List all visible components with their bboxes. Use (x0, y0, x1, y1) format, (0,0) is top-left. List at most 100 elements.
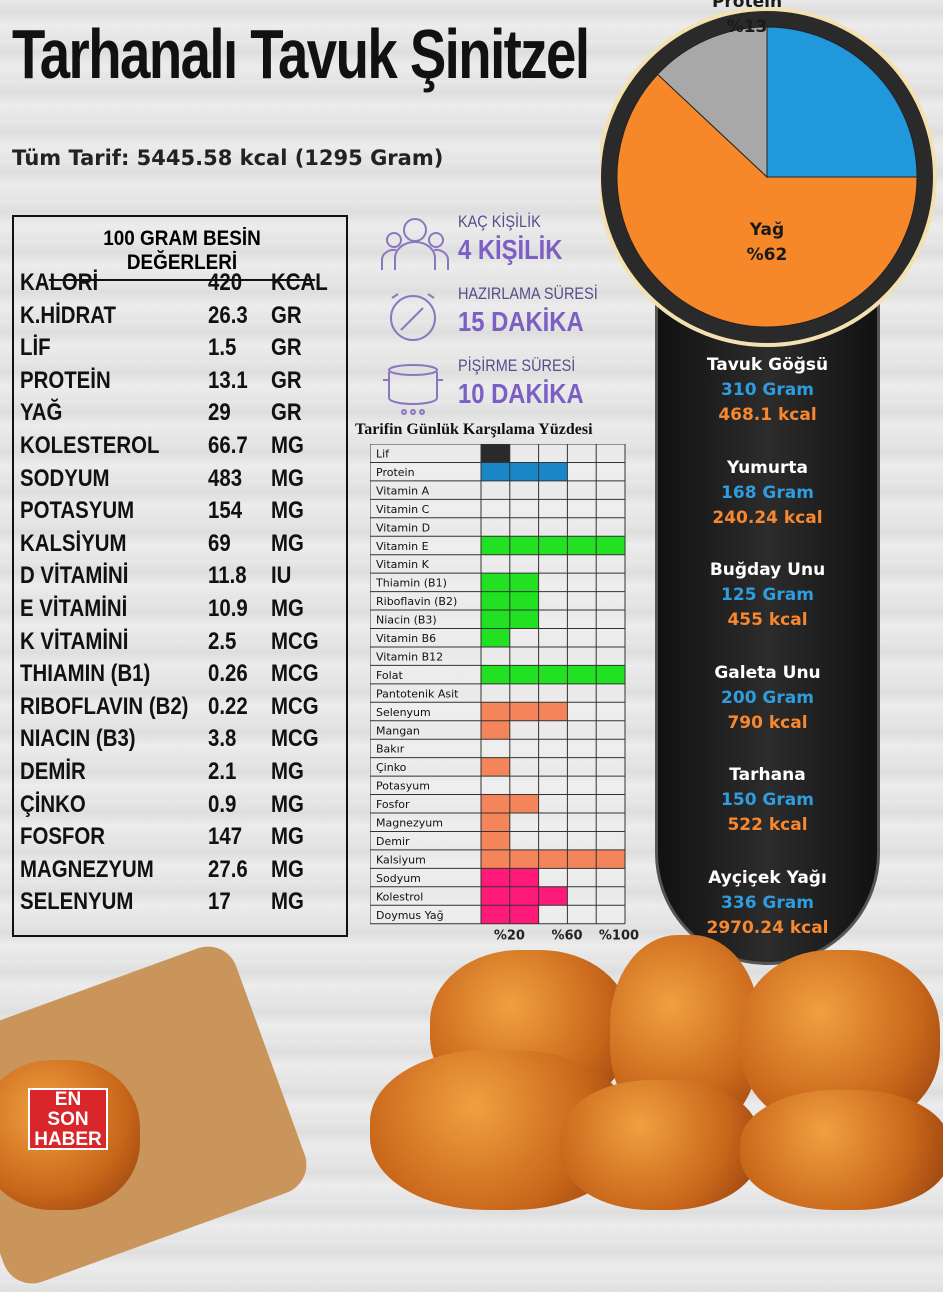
bar-label: Protein (376, 466, 415, 479)
nutrient-name: POTASYUM (20, 497, 135, 525)
bar (481, 536, 625, 555)
ingredient-kcal: 522 kcal (727, 815, 808, 835)
pot-icon (383, 364, 443, 415)
nutrient-value: 11.8 (208, 562, 247, 590)
ingredient-item: Galeta Unu 200 Gram 790 kcal (655, 661, 880, 736)
nutrient-name: E VİTAMİNİ (20, 595, 128, 622)
nutrient-name: RIBOFLAVIN (B2) (20, 692, 189, 720)
nutrient-name: D VİTAMİNİ (20, 562, 129, 590)
nutrient-value: 10.9 (208, 595, 248, 622)
info-value: 15 DAKİKA (458, 306, 584, 337)
nutrient-name: NIACIN (B3) (20, 725, 136, 753)
bar (481, 702, 568, 721)
nutrient-name: LİF (20, 334, 51, 362)
nutrient-unit: MG (271, 790, 304, 818)
nutrient-name: KALORİ (20, 269, 99, 296)
nutrient-unit: GR (271, 301, 302, 329)
bar-label: Vitamin C (376, 503, 430, 516)
bar-label: Riboflavin (B2) (376, 595, 457, 608)
ingredient-item: Yumurta 168 Gram 240.24 kcal (655, 456, 880, 531)
pie-slice-karbonhidrat (766, 26, 918, 178)
ingredient-kcal: 455 kcal (727, 610, 808, 630)
nutrient-name: KOLESTEROL (20, 432, 160, 459)
nutrient-value: 483 (208, 464, 243, 492)
ingredient-gram: 168 Gram (721, 482, 814, 503)
info-people: KAÇ KİŞİLİK 4 KİŞİLİK (380, 212, 640, 282)
page-title: Tarhanalı Tavuk Şinitzel (12, 15, 590, 93)
nutrient-value: 27.6 (208, 855, 248, 883)
nutrient-value: 0.9 (208, 790, 237, 818)
nutrient-name: PROTEİN (20, 366, 111, 394)
nutrient-value: 0.26 (208, 660, 248, 688)
nutrient-value: 3.8 (208, 725, 237, 753)
bar-label: Selenyum (376, 706, 431, 719)
nutrient-name: FOSFOR (20, 823, 105, 851)
nutrient-value: 154 (208, 497, 243, 525)
nutrient-name: KALSİYUM (20, 529, 127, 557)
ingredient-kcal: 2970.24 kcal (706, 917, 829, 938)
info-label: KAÇ KİŞİLİK (458, 212, 541, 231)
bar-label: Thiamin (B1) (375, 577, 447, 590)
bar-label: Doymus Yağ (376, 909, 444, 922)
nutrient-value: 1.5 (208, 334, 237, 362)
pie-slice-protein (656, 26, 768, 179)
pie-slice-yağ (616, 73, 918, 328)
nutrient-value: 66.7 (208, 432, 248, 459)
nutrition-table: 100 GRAM BESİN DEĞERLERİ KALORİ 420 KCAL K.… (12, 215, 348, 937)
nutrient-value: 13.1 (208, 366, 248, 394)
nutrient-name: SELENYUM (20, 888, 134, 916)
ingredient-kcal: 240.24 kcal (712, 507, 823, 528)
nutrient-unit: MG (271, 595, 304, 622)
nutrient-unit: MCG (271, 660, 319, 688)
nutrient-unit: GR (271, 334, 302, 362)
bar (481, 665, 625, 684)
nutrient-value: 2.1 (208, 758, 237, 785)
bar-label: Demir (376, 835, 410, 848)
nutrient-unit: GR (271, 366, 302, 394)
nutrient-name: K.HİDRAT (20, 301, 116, 329)
bar-label: Potasyum (376, 780, 430, 793)
pie-label: %13 (727, 17, 768, 37)
bar-label: Magnezyum (376, 817, 443, 830)
bar (481, 831, 510, 850)
ingredient-kcal: 790 kcal (727, 712, 808, 733)
x-tick-label: %100 (599, 929, 639, 944)
nutrient-value: 0.22 (208, 692, 248, 720)
info-pot: PİŞİRME SÜRESİ 10 DAKİKA (380, 356, 640, 426)
nutrient-unit: MG (271, 432, 304, 459)
bar-label: Lif (376, 448, 390, 461)
bar (481, 720, 510, 740)
info-label: PİŞİRME SÜRESİ (458, 356, 576, 375)
nutrient-unit: MCG (271, 627, 319, 655)
nutrient-unit: KCAL (271, 269, 328, 296)
ingredient-gram: 336 Gram (721, 892, 814, 913)
ingredient-name: Yumurta (727, 457, 808, 478)
ingredient-item: Tavuk Göğsü 310 Gram 468.1 kcal (655, 353, 880, 428)
bar-label: Sodyum (376, 872, 421, 885)
daily-chart-title: Tarifin Günlük Karşılama Yüzdesi (355, 421, 593, 438)
bar-label: Çinko (376, 761, 407, 774)
nutrient-unit: MG (271, 464, 304, 492)
bar-label: Folat (376, 669, 403, 682)
bar (481, 757, 510, 777)
ingredient-name: Galeta Unu (714, 662, 821, 683)
ingredient-gram: 125 Gram (721, 585, 814, 605)
ingredient-gram: 310 Gram (721, 380, 814, 400)
pie-label: %62 (747, 245, 788, 265)
bar (481, 628, 510, 647)
nutrient-unit: MG (271, 888, 304, 916)
x-tick-label: %60 (551, 929, 582, 944)
info-value: 10 DAKİKA (458, 378, 584, 409)
ingredients-panel (655, 250, 880, 965)
nutrient-name: THIAMIN (B1) (20, 660, 151, 688)
nutrient-name: K VİTAMİNİ (20, 627, 129, 655)
nutrient-unit: MCG (271, 725, 319, 753)
info-stopwatch: HAZIRLAMA SÜRESİ 15 DAKİKA (380, 284, 640, 354)
ingredient-name: Ayçiçek Yağı (708, 867, 827, 888)
bar-label: Kalsiyum (376, 853, 426, 866)
total-calories: Tüm Tarif: 5445.58 kcal (1295 Gram) (12, 146, 444, 170)
nutrient-value: 69 (208, 529, 231, 557)
ingredient-gram: 150 Gram (721, 790, 814, 810)
ingredient-kcal: 468.1 kcal (718, 405, 817, 425)
